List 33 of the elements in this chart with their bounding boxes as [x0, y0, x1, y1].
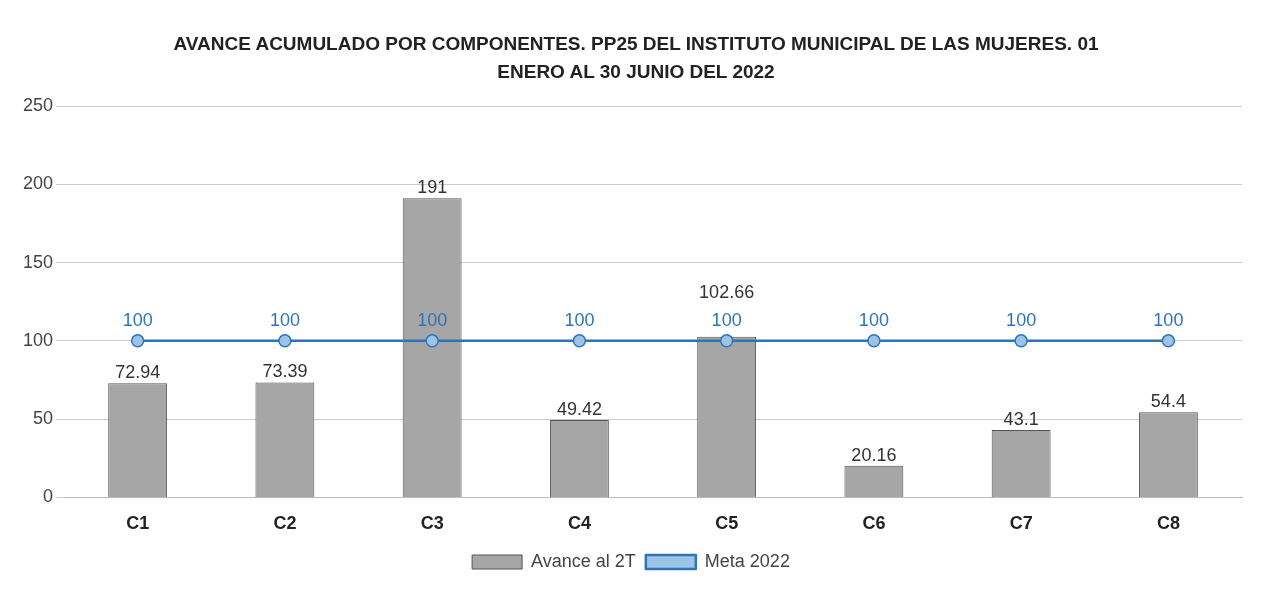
data-label: 100	[122, 309, 153, 330]
x-tick-label: C3	[420, 513, 444, 534]
x-tick-label: C1	[126, 513, 150, 534]
data-label: 100	[1006, 309, 1037, 330]
data-label: 102.66	[699, 281, 755, 302]
x-tick-label: C5	[715, 513, 739, 534]
data-label: 100	[711, 309, 742, 330]
data-label: 100	[417, 309, 448, 330]
data-label: 100	[858, 309, 889, 330]
data-label: 100	[564, 309, 595, 330]
y-tick-label: 250	[22, 94, 54, 115]
data-label: 54.4	[1150, 391, 1186, 412]
x-tick-label: C7	[1009, 513, 1033, 534]
data-label: 100	[269, 309, 300, 330]
x-tick-label: C8	[1156, 513, 1180, 534]
data-label: 72.94	[115, 362, 161, 383]
x-tick-label: C6	[862, 513, 886, 534]
y-tick-label: 0	[43, 486, 54, 507]
data-label: 43.1	[1003, 408, 1039, 429]
legend-label: Avance al 2T	[531, 550, 636, 571]
y-tick-label: 50	[33, 408, 54, 429]
data-label: 49.42	[556, 399, 602, 419]
data-label: 73.39	[262, 361, 308, 382]
data-label: 100	[1153, 309, 1184, 330]
y-tick-label: 100	[22, 329, 54, 350]
y-tick-label: 200	[22, 173, 54, 194]
x-tick-label: C2	[273, 513, 297, 534]
legend-label: Meta 2022	[704, 550, 790, 571]
chart-title: AVANCE ACUMULADO POR COMPONENTES. PP25 DEL INSTITUTO MUNICIPAL DE LAS MUJERES. 01 ENERO AL 30 JUNIO DEL 2022	[172, 32, 1100, 84]
data-label: 20.16	[851, 444, 897, 465]
data-label: 191	[417, 177, 448, 198]
y-tick-label: 150	[22, 251, 54, 272]
x-tick-label: C4	[567, 513, 591, 534]
